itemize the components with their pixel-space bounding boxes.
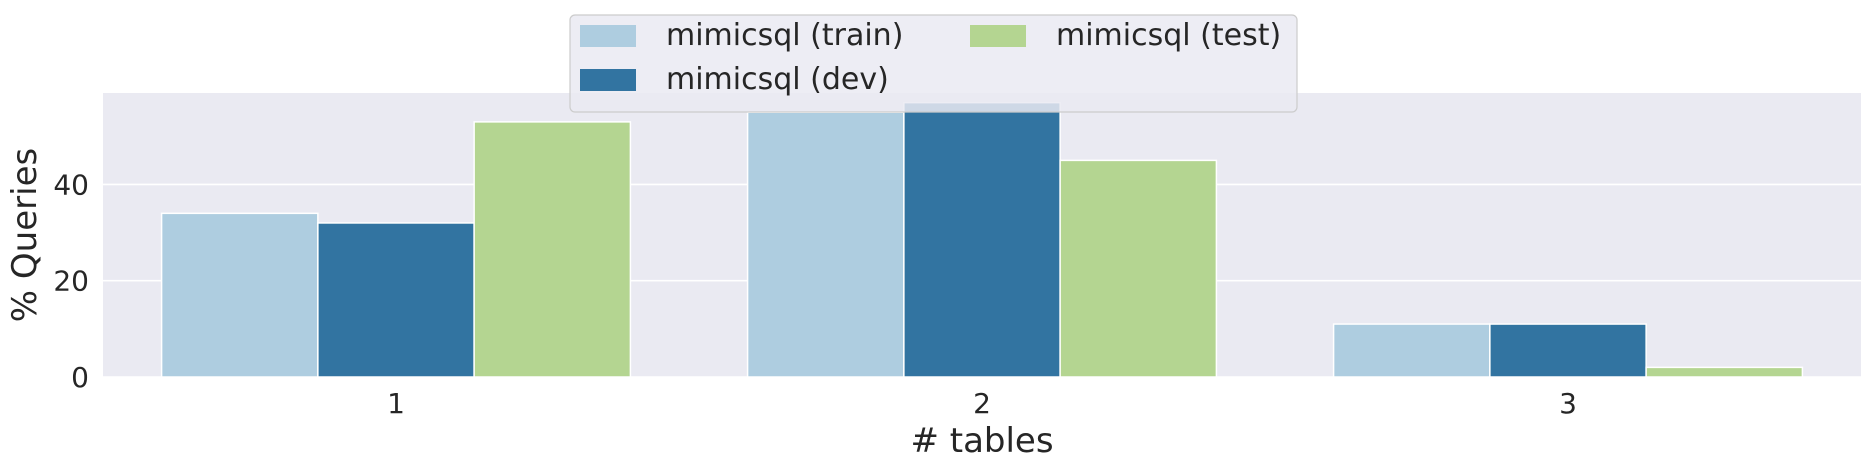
x-tick-label: 3	[1559, 387, 1577, 420]
bar	[1332, 323, 1491, 378]
y-tick-label: 20	[53, 265, 89, 298]
bar	[1059, 159, 1218, 378]
legend-item: mimicsql (test)	[970, 18, 1281, 53]
bar	[903, 101, 1061, 378]
y-tick-label: 40	[53, 168, 89, 201]
bar	[160, 212, 319, 378]
bar	[1645, 366, 1804, 378]
x-tick-label: 2	[973, 387, 991, 420]
legend-swatch	[970, 25, 1026, 47]
legend-swatch	[580, 25, 636, 47]
x-tick-labels: 1 2 3	[387, 387, 1577, 420]
legend-swatch	[580, 69, 636, 91]
legend-frame	[569, 14, 1298, 113]
legend-label: mimicsql (dev)	[666, 62, 889, 97]
y-tick-labels: 0 20 40	[53, 168, 89, 394]
x-tick-label: 1	[387, 387, 405, 420]
legend-label: mimicsql (train)	[666, 18, 903, 53]
x-axis-label: # tables	[910, 421, 1053, 461]
bar	[746, 111, 905, 378]
bar	[473, 121, 632, 378]
legend-item: mimicsql (train)	[580, 18, 903, 53]
bar	[317, 222, 475, 378]
y-tick-label: 0	[71, 361, 89, 394]
y-axis-label: % Queries	[5, 148, 45, 322]
legend: mimicsql (train) mimicsql (dev) mimicsql (…	[569, 14, 1298, 113]
legend-item: mimicsql (dev)	[580, 62, 889, 97]
legend-label: mimicsql (test)	[1056, 18, 1281, 53]
bar	[1489, 323, 1647, 378]
